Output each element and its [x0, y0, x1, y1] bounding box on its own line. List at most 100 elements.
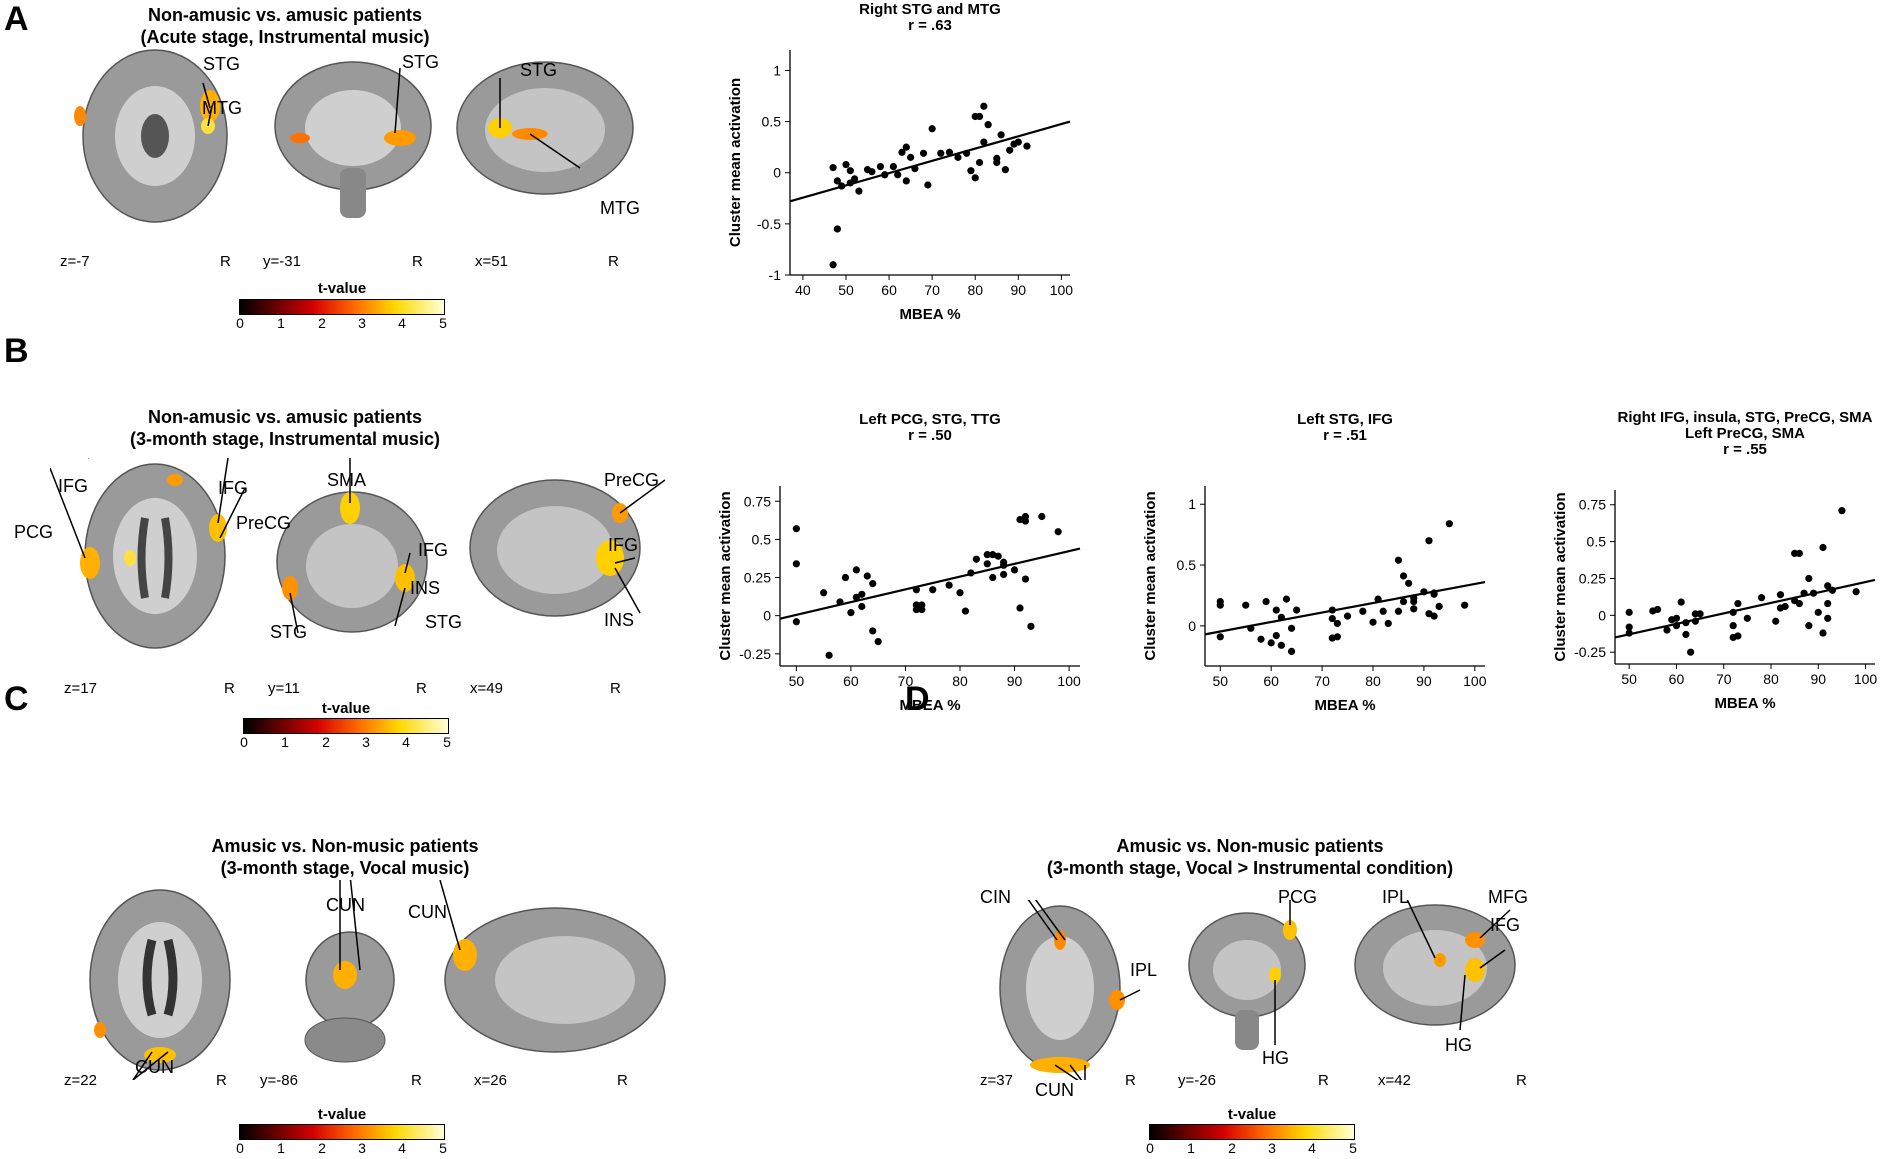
x-tick-label: 90 — [1011, 282, 1027, 298]
data-point — [1293, 606, 1301, 614]
data-point — [1000, 561, 1008, 569]
data-point — [1394, 556, 1403, 564]
colorbar — [243, 718, 449, 734]
data-point — [937, 149, 945, 157]
data-point — [1333, 619, 1341, 628]
data-point — [928, 125, 936, 133]
data-point — [1672, 622, 1681, 630]
data-point — [1757, 594, 1766, 602]
colorbar-title: t-value — [1227, 1106, 1277, 1123]
region-label: HG — [1445, 1035, 1472, 1055]
data-point — [1247, 624, 1255, 632]
data-point — [1216, 633, 1224, 641]
data-point — [858, 590, 866, 598]
label-leader — [619, 479, 666, 514]
right-marker: R — [608, 253, 619, 270]
x-tick-label: 50 — [1212, 673, 1228, 689]
y-tick-label: -0.5 — [757, 216, 781, 232]
region-label: STG — [425, 612, 463, 632]
colorbar-tick: 5 — [439, 315, 447, 331]
activation-blob — [290, 133, 310, 143]
data-point — [1000, 570, 1008, 579]
data-point — [1343, 612, 1352, 620]
panel-c-title-line1: Amusic vs. Non-music patients — [211, 836, 479, 856]
data-point — [1410, 594, 1418, 602]
activation-blob — [74, 106, 86, 126]
data-point — [1687, 648, 1695, 656]
slice-coord: x=51 — [475, 253, 508, 270]
colorbar-tick: 1 — [1187, 1140, 1195, 1156]
colorbar-tick: 0 — [236, 315, 244, 331]
x-tick-label: 50 — [789, 673, 805, 689]
panel-b-title: Non-amusic vs. amusic patients (3-month … — [130, 406, 440, 450]
data-point — [980, 138, 988, 146]
x-tick-label: 40 — [795, 282, 811, 298]
label-leader — [1054, 1064, 1079, 1080]
data-point — [851, 175, 859, 183]
data-point — [924, 181, 932, 189]
y-tick-label: 0 — [763, 608, 771, 624]
data-point — [833, 177, 841, 185]
right-marker: R — [216, 1072, 227, 1089]
colorbar-tick: 1 — [277, 315, 285, 331]
panel-d-title-line1: Amusic vs. Non-music patients — [1116, 836, 1384, 856]
chart-title: Left PCG, STG, TTG — [859, 411, 1001, 428]
region-label: CUN — [135, 1057, 174, 1077]
colorbar-tick: 0 — [1146, 1140, 1154, 1156]
data-point — [846, 167, 854, 175]
data-point — [1776, 591, 1785, 599]
data-point — [1023, 142, 1031, 150]
data-point — [1682, 619, 1690, 627]
data-point — [1054, 528, 1062, 536]
chart-subtitle: r = .51 — [1323, 427, 1367, 444]
data-point — [1781, 602, 1789, 611]
data-point — [792, 618, 800, 626]
label-leader — [132, 1051, 169, 1080]
activation-blob — [1030, 1057, 1090, 1073]
data-point — [1277, 641, 1285, 649]
activation-blob — [1465, 958, 1485, 982]
data-point — [838, 182, 846, 190]
ventricles-c — [142, 938, 178, 1017]
right-marker: R — [610, 680, 621, 697]
data-point — [989, 551, 997, 559]
colorbar-tick: 2 — [322, 734, 330, 750]
chart-note: r = .55 — [1723, 441, 1767, 458]
y-axis-label: Cluster mean activation — [717, 491, 734, 660]
colorbar-tick: 3 — [358, 1140, 366, 1156]
data-point — [1852, 588, 1860, 596]
data-point — [1663, 626, 1671, 634]
chart-subtitle: r = .50 — [908, 427, 952, 444]
data-point — [971, 174, 979, 182]
panel-letter-d: D — [905, 680, 930, 718]
data-point — [869, 580, 877, 588]
label-leader — [1027, 900, 1058, 941]
region-label: PCG — [1278, 887, 1318, 907]
activation-blob — [1283, 920, 1297, 940]
region-label: INS — [604, 610, 635, 630]
slice-coord: y=-31 — [263, 253, 301, 270]
y-tick-label: 0.25 — [744, 570, 771, 586]
x-tick-label: 50 — [838, 282, 854, 298]
panel-letter-c: C — [4, 680, 29, 718]
data-point — [1021, 517, 1030, 525]
label-leader — [50, 467, 86, 559]
data-point — [1425, 537, 1433, 545]
axial-slice-d-wm — [1026, 936, 1094, 1040]
data-point — [1399, 597, 1408, 606]
y-tick-label: 0 — [1188, 618, 1196, 634]
data-point — [902, 143, 910, 151]
data-point — [1625, 623, 1633, 631]
data-point — [847, 609, 855, 617]
region-label: PreCG — [604, 470, 660, 490]
x-tick-label: 60 — [1263, 673, 1279, 689]
data-point — [1369, 618, 1377, 626]
data-point — [911, 165, 919, 173]
label-leader — [202, 82, 211, 109]
slice-coord: z=22 — [64, 1072, 97, 1089]
data-point — [1734, 599, 1742, 608]
data-point — [1328, 614, 1336, 623]
x-tick-label: 80 — [1763, 671, 1779, 687]
data-point — [833, 225, 841, 233]
